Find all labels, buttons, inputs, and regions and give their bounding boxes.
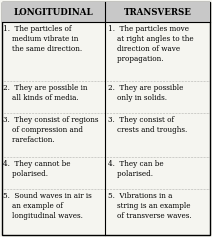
Text: 2.  They are possible
    only in solids.: 2. They are possible only in solids. (108, 84, 184, 102)
Text: 3.  They consist of
    crests and troughs.: 3. They consist of crests and troughs. (108, 116, 187, 134)
Text: TRANSVERSE: TRANSVERSE (123, 8, 191, 17)
Text: LONGITUDINAL: LONGITUDINAL (14, 8, 93, 17)
Text: 1.  The particles move
    at right angles to the
    direction of wave
    prop: 1. The particles move at right angles to… (108, 25, 194, 63)
Bar (2, 2, 105, 22)
Text: 3.  They consist of regions
    of compression and
    rarefaction.: 3. They consist of regions of compressio… (3, 116, 99, 144)
Text: 5.  Vibrations in a
    string is an example
    of transverse waves.: 5. Vibrations in a string is an example … (108, 192, 192, 220)
Text: 5.  Sound waves in air is
    an example of
    longitudinal waves.: 5. Sound waves in air is an example of l… (3, 192, 92, 220)
Text: 1.  The particles of
    medium vibrate in
    the same direction.: 1. The particles of medium vibrate in th… (3, 25, 82, 53)
Text: 2.  They are possible in
    all kinds of media.: 2. They are possible in all kinds of med… (3, 84, 88, 102)
Bar (105, 2, 210, 22)
Text: 4.  They can be
    polarised.: 4. They can be polarised. (108, 160, 164, 178)
Text: 4.  They cannot be
    polarised.: 4. They cannot be polarised. (3, 160, 71, 178)
